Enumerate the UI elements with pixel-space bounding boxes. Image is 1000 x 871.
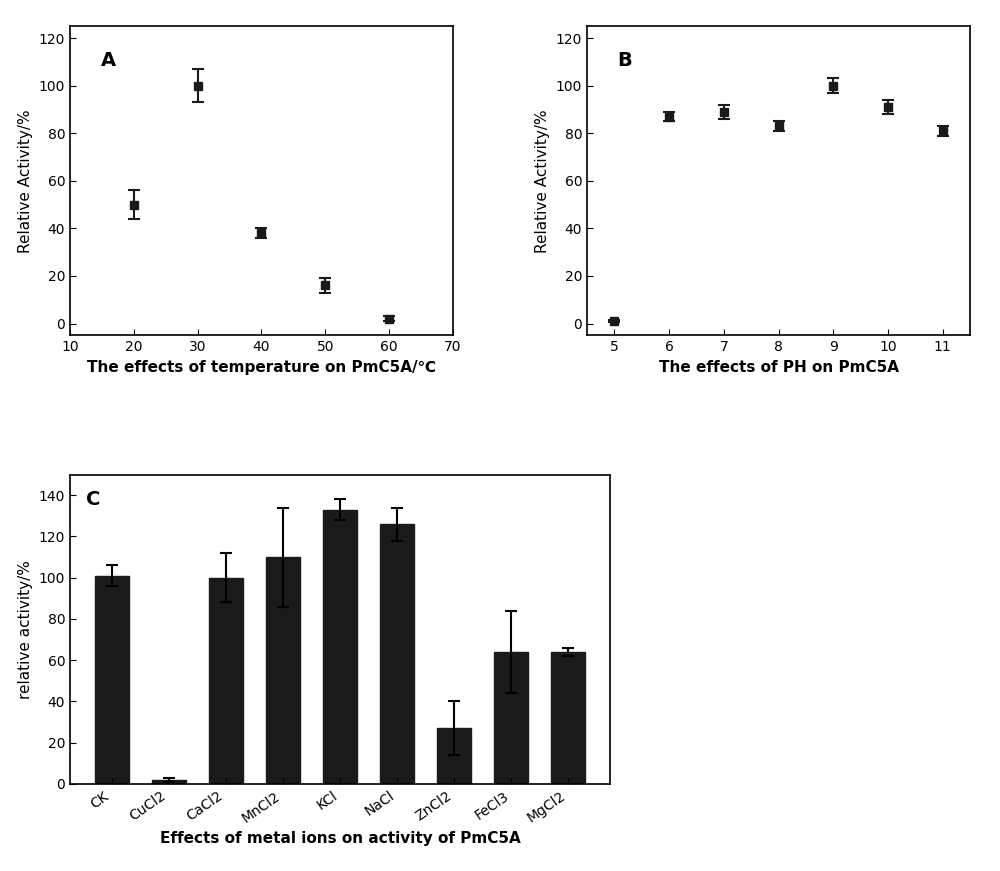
Bar xyxy=(551,652,585,784)
Bar xyxy=(494,652,528,784)
X-axis label: Effects of metal ions on activity of PmC5A: Effects of metal ions on activity of PmC… xyxy=(160,831,520,846)
Text: A: A xyxy=(101,51,116,70)
Y-axis label: Relative Activity/%: Relative Activity/% xyxy=(535,109,550,253)
Bar xyxy=(266,557,300,784)
Bar xyxy=(380,524,414,784)
Bar xyxy=(152,780,186,784)
Text: B: B xyxy=(618,51,632,70)
Bar xyxy=(209,577,243,784)
X-axis label: The effects of PH on PmC5A: The effects of PH on PmC5A xyxy=(659,360,899,375)
Text: C: C xyxy=(86,490,101,509)
Y-axis label: Relative Activity/%: Relative Activity/% xyxy=(18,109,33,253)
X-axis label: The effects of temperature on PmC5A/℃: The effects of temperature on PmC5A/℃ xyxy=(87,360,436,375)
Y-axis label: relative activity/%: relative activity/% xyxy=(18,560,33,699)
Bar xyxy=(323,510,357,784)
Bar xyxy=(95,576,129,784)
Bar xyxy=(437,728,471,784)
